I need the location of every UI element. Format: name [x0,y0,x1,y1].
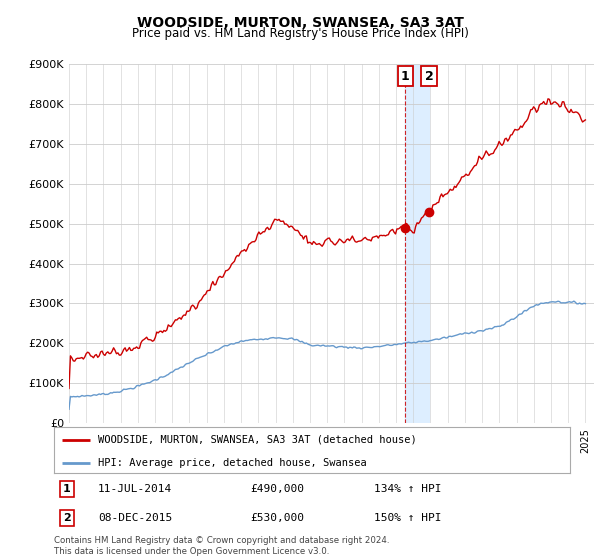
Text: WOODSIDE, MURTON, SWANSEA, SA3 3AT (detached house): WOODSIDE, MURTON, SWANSEA, SA3 3AT (deta… [98,435,416,445]
Text: HPI: Average price, detached house, Swansea: HPI: Average price, detached house, Swan… [98,458,367,468]
Text: 150% ↑ HPI: 150% ↑ HPI [374,512,442,522]
Text: Price paid vs. HM Land Registry's House Price Index (HPI): Price paid vs. HM Land Registry's House … [131,27,469,40]
Text: WOODSIDE, MURTON, SWANSEA, SA3 3AT: WOODSIDE, MURTON, SWANSEA, SA3 3AT [137,16,463,30]
Text: £490,000: £490,000 [250,484,304,494]
Text: Contains HM Land Registry data © Crown copyright and database right 2024.
This d: Contains HM Land Registry data © Crown c… [54,536,389,556]
Text: 134% ↑ HPI: 134% ↑ HPI [374,484,442,494]
Text: 2: 2 [425,70,433,83]
Text: 1: 1 [63,484,71,494]
Text: £530,000: £530,000 [250,512,304,522]
Bar [406,64,429,423]
Text: 08-DEC-2015: 08-DEC-2015 [98,512,172,522]
Text: 11-JUL-2014: 11-JUL-2014 [98,484,172,494]
Text: 2: 2 [63,512,71,522]
Text: 1: 1 [401,70,410,83]
